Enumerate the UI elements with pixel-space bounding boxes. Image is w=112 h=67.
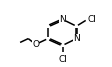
Text: N: N [73, 34, 80, 43]
Text: Cl: Cl [58, 55, 67, 64]
Text: Cl: Cl [88, 15, 97, 24]
Text: N: N [59, 15, 66, 24]
Text: O: O [32, 40, 39, 49]
